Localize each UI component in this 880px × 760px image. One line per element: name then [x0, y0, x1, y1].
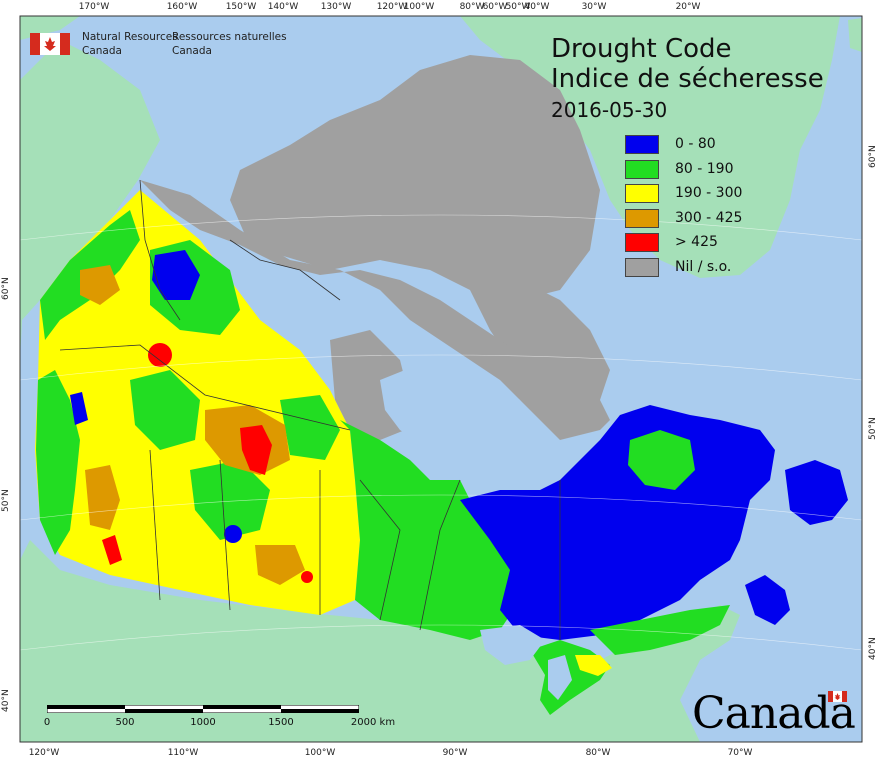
tick-bottom-6: 70°W	[727, 748, 753, 758]
map-title-fr: Indice de sécheresse	[551, 64, 824, 94]
extreme-patch-3	[102, 535, 122, 565]
tick-top-13: 20°W	[675, 2, 701, 12]
tick-right-2: 50°N	[868, 417, 878, 440]
tick-top-4: 140°W	[267, 2, 299, 12]
legend-label: > 425	[675, 234, 718, 250]
legend-swatch-nil	[625, 257, 659, 277]
prairie-moist-2	[280, 395, 340, 460]
tick-top-12: 30°W	[581, 2, 607, 12]
tick-top-6: 120°W	[376, 2, 408, 12]
quebec-south-moist	[590, 605, 730, 655]
legend-swatch-over-425	[625, 233, 659, 252]
great-lakes	[480, 625, 545, 665]
tick-right-1: 60°N	[868, 145, 878, 168]
wet-patch-alberta	[224, 525, 242, 543]
southern-ontario-dry	[575, 655, 612, 676]
tick-bottom-2: 110°W	[167, 748, 199, 758]
scale-label-1000: 1000	[190, 717, 216, 728]
agency-name-en: Natural Resources Canada	[82, 30, 182, 58]
tick-top-5: 130°W	[320, 2, 352, 12]
tick-right-3: 40°N	[868, 637, 878, 660]
canada-flag-icon	[30, 33, 70, 55]
legend-label: 80 - 190	[675, 160, 734, 177]
legend-swatch-300-425	[625, 208, 659, 228]
provincial-boundaries	[59, 179, 561, 640]
extreme-patch-4	[301, 571, 313, 583]
eastern-wet-region	[460, 405, 775, 640]
legend-label: 0 - 80	[675, 136, 716, 152]
map-frame	[19, 15, 863, 743]
tick-top-11: 40°W	[524, 2, 550, 12]
agency-fr-line1: Ressources naturelles	[172, 31, 287, 43]
dry-patch-north	[80, 265, 120, 305]
central-moist	[130, 370, 200, 450]
tick-bottom-5: 80°W	[585, 748, 611, 758]
map-date: 2016-05-30	[551, 98, 668, 122]
tick-top-10: 50°W	[505, 2, 531, 12]
labrador-moist	[628, 430, 695, 490]
tick-top-3: 150°W	[225, 2, 257, 12]
scale-label-0: 0	[43, 717, 51, 728]
tick-left-2: 50°N	[1, 489, 11, 512]
prairie-moist-1	[190, 460, 270, 540]
hudson-bay	[380, 360, 540, 480]
dry-patch-sask	[255, 545, 305, 585]
baffin-island	[470, 280, 610, 410]
iceland-land	[848, 18, 862, 52]
scale-label-500: 500	[115, 717, 135, 728]
tick-top-8: 80°W	[459, 2, 485, 12]
scale-label-1500: 1500	[268, 717, 294, 728]
wet-patch-bc	[70, 392, 88, 425]
wet-patch-yukon	[152, 250, 200, 300]
wordmark-flag-icon	[828, 691, 847, 702]
extreme-patch-2	[240, 425, 272, 475]
map-title-block: Drought Code Indice de sécheresse 2016-0…	[551, 34, 824, 124]
newfoundland-wet	[785, 460, 848, 525]
legend-label: Nil / s.o.	[675, 258, 732, 275]
agency-fr-line2: Canada	[172, 45, 212, 57]
tick-bottom-3: 100°W	[304, 748, 336, 758]
scale-label-2000: 2000 km	[350, 717, 396, 728]
tick-bottom-1: 120°W	[28, 748, 60, 758]
tick-bottom-4: 90°W	[442, 748, 468, 758]
legend-swatch-0-80	[625, 135, 659, 154]
agency-en-line1: Natural Resources	[82, 31, 178, 43]
west-moist-bc-coast	[36, 370, 80, 555]
arctic-islands	[230, 55, 600, 300]
extreme-patch-1	[148, 343, 172, 367]
agency-name-fr: Ressources naturelles Canada	[172, 30, 292, 58]
tick-top-2: 160°W	[166, 2, 198, 12]
tick-top-9: 60°W	[482, 2, 508, 12]
graticule-lines	[19, 214, 863, 651]
dry-patch-bc	[85, 465, 120, 530]
legend-label: 190 - 300	[675, 185, 743, 201]
northern-mainland	[140, 180, 610, 440]
manitoba-ontario-moist	[340, 420, 520, 640]
scale-bar	[47, 705, 359, 713]
lake-huron	[548, 655, 572, 700]
tick-left-3: 40°N	[1, 689, 11, 712]
legend-label: 300 - 425	[675, 209, 743, 226]
legend-swatch-190-300	[625, 184, 659, 203]
map-title-en: Drought Code	[551, 34, 732, 64]
tick-top-7: 100°W	[403, 2, 435, 12]
tick-left-1: 60°N	[1, 277, 11, 300]
legend-swatch-80-190	[625, 159, 659, 179]
tick-top-1: 170°W	[78, 2, 110, 12]
agency-en-line2: Canada	[82, 45, 122, 57]
maritimes-wet	[745, 575, 790, 625]
